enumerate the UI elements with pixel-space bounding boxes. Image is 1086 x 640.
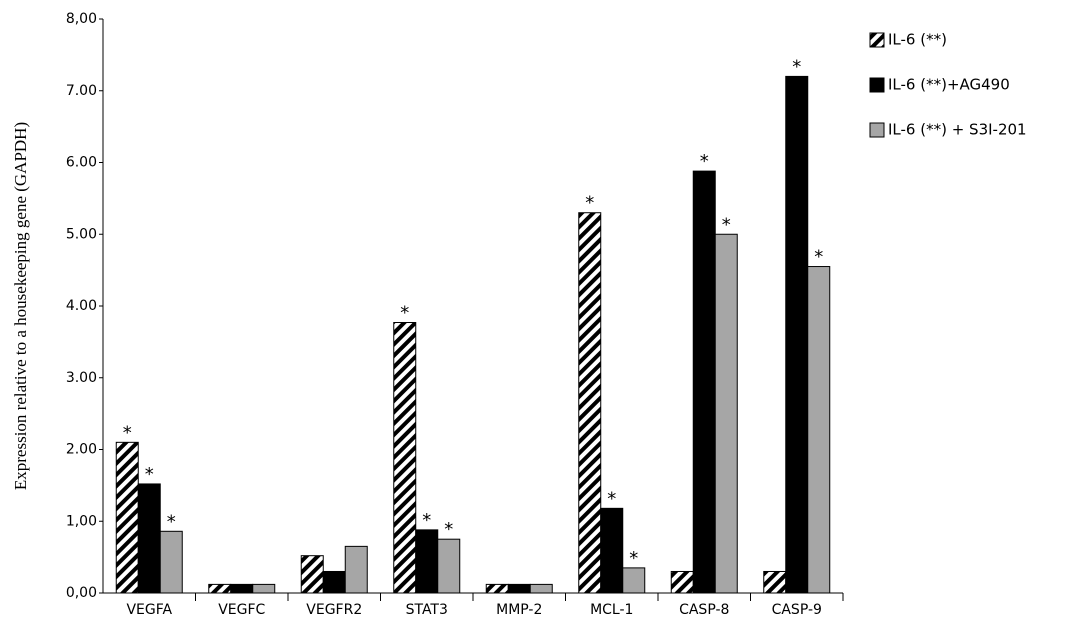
bar (208, 583, 232, 594)
x-tick-label: VEGFC (218, 602, 265, 618)
x-tick-label: VEGFA (126, 602, 172, 618)
legend-label: IL-6 (**)+AG490 (888, 76, 1010, 94)
significance-mark: * (700, 151, 709, 172)
y-tick-label: 0,00 (66, 585, 97, 601)
bar (529, 583, 553, 594)
bar (415, 529, 439, 594)
bar (507, 583, 531, 594)
significance-mark: * (145, 464, 154, 485)
significance-mark: * (629, 548, 638, 569)
y-tick-label: 2.00 (66, 442, 97, 458)
bar (578, 212, 602, 594)
legend-swatch (869, 32, 885, 48)
bar (159, 530, 183, 594)
x-tick-label: VEGFR2 (306, 602, 362, 618)
bar (670, 570, 694, 594)
bar (230, 583, 254, 594)
y-tick-label: 7.00 (66, 83, 97, 99)
bar (785, 75, 809, 594)
legend-swatch (869, 77, 885, 93)
significance-mark: * (585, 193, 594, 214)
significance-mark: * (722, 214, 731, 235)
bar (763, 570, 787, 594)
bar (622, 567, 646, 594)
bar (600, 507, 624, 594)
significance-mark: * (792, 56, 801, 77)
bar (714, 233, 738, 594)
bar (115, 441, 139, 594)
bar (344, 545, 368, 594)
x-tick-label: MMP-2 (496, 602, 542, 618)
y-tick-label: 1,00 (66, 513, 97, 529)
significance-mark: * (167, 511, 176, 532)
x-tick-label: MCL-1 (590, 602, 633, 618)
bar (300, 555, 324, 594)
legend-label: IL-6 (**) + S3I-201 (888, 121, 1027, 139)
x-tick-label: CASP-9 (772, 602, 822, 618)
bar (807, 266, 831, 594)
legend-label: IL-6 (**) (888, 31, 947, 49)
bar (692, 170, 716, 594)
bar (322, 570, 346, 594)
x-tick-label: CASP-8 (679, 602, 729, 618)
bar (393, 322, 417, 594)
y-tick-label: 6.00 (66, 155, 97, 171)
y-axis-title: Expression relative to a housekeeping ge… (11, 122, 30, 490)
y-tick-label: 4.00 (66, 298, 97, 314)
y-tick-label: 8,00 (66, 11, 97, 27)
bar (252, 583, 276, 594)
significance-mark: * (444, 519, 453, 540)
bar (437, 538, 461, 594)
significance-mark: * (607, 488, 616, 509)
legend-swatch (869, 122, 885, 138)
significance-mark: * (814, 247, 823, 268)
bar (137, 483, 161, 594)
y-tick-label: 5.00 (66, 226, 97, 242)
x-tick-label: STAT3 (406, 602, 448, 618)
significance-mark: * (422, 510, 431, 531)
significance-mark: * (123, 422, 132, 443)
significance-mark: * (400, 303, 409, 324)
y-tick-label: 3.00 (66, 370, 97, 386)
bar (485, 583, 509, 594)
